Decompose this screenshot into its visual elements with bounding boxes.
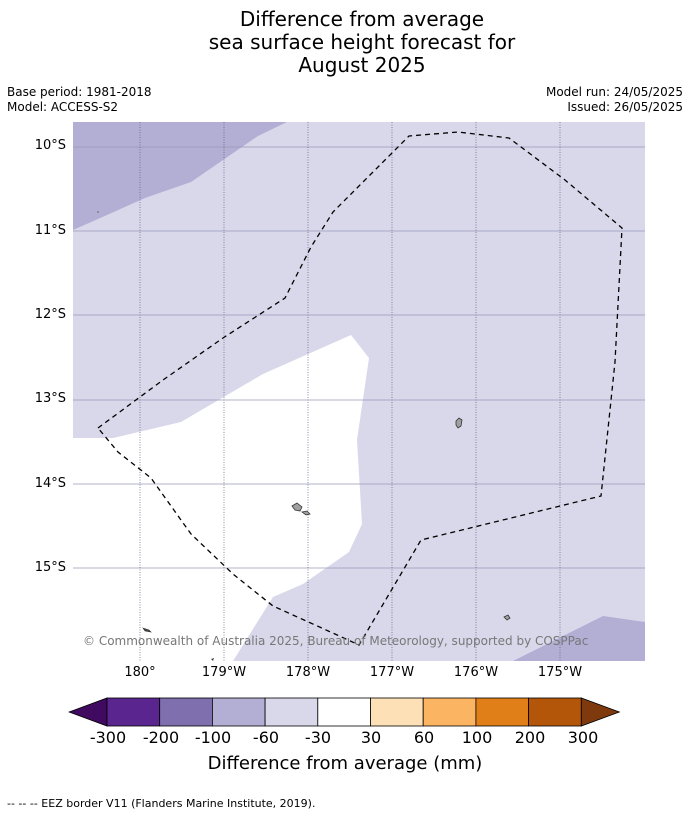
colorbar-segment-2 <box>159 697 213 727</box>
lon-label-177w: 177°W <box>369 665 415 680</box>
colorbar-segment-6 <box>370 697 424 727</box>
colorbar-segment-8 <box>475 697 529 727</box>
colorbar-tick-minus300: -300 <box>89 728 127 747</box>
colorbar-segment-9 <box>528 697 582 727</box>
meta-left: Base period: 1981-2018 Model: ACCESS-S2 <box>7 85 152 115</box>
title-line-3: August 2025 <box>298 53 426 77</box>
island-southeast <box>503 614 511 621</box>
anomaly-band-minus100-minus60-southeast <box>513 616 645 661</box>
island-northwest <box>97 211 99 213</box>
lat-label-11s: 11°S <box>34 223 66 238</box>
copyright-notice: © Commonwealth of Australia 2025, Bureau… <box>83 634 588 648</box>
colorbar-tick-300: 300 <box>567 728 599 747</box>
issued-date: Issued: 26/05/2025 <box>567 100 683 114</box>
lat-label-13s: 13°S <box>34 391 66 406</box>
eez-footnote: -- -- -- EEZ border V11 (Flanders Marine… <box>7 797 316 810</box>
graticule <box>73 122 645 661</box>
island-south-coast <box>211 658 214 661</box>
lon-label-180: 180° <box>124 665 156 680</box>
lat-label-15s: 15°S <box>34 560 66 575</box>
colorbar-tick-30: 30 <box>360 728 382 747</box>
colorbar <box>68 697 621 727</box>
title-line-1: Difference from average <box>239 7 485 31</box>
colorbar-tick-minus60: -60 <box>252 728 280 747</box>
colorbar-tick-200: 200 <box>514 728 546 747</box>
map-panel: © Commonwealth of Australia 2025, Bureau… <box>73 122 645 661</box>
island-alofi <box>301 510 311 516</box>
meta-right: Model run: 24/05/2025 Issued: 26/05/2025 <box>546 85 683 115</box>
lon-label-179w: 179°W <box>201 665 247 680</box>
lon-label-175w: 175°W <box>537 665 583 680</box>
colorbar-title: Difference from average (mm) <box>207 753 483 774</box>
colorbar-segment-4 <box>264 697 319 727</box>
colorbar-tick-minus100: -100 <box>194 728 232 747</box>
colorbar-tick-60: 60 <box>413 728 435 747</box>
colorbar-segment-5 <box>317 697 371 727</box>
base-period: Base period: 1981-2018 <box>7 85 152 99</box>
island-wallis <box>455 417 463 429</box>
lat-label-14s: 14°S <box>34 476 66 491</box>
colorbar-tick-minus200: -200 <box>142 728 180 747</box>
title-line-2: sea surface height forecast for <box>208 30 516 54</box>
colorbar-segment-7 <box>422 697 477 727</box>
colorbar-tick-minus30: -30 <box>304 728 332 747</box>
anomaly-band-minus100-minus60-northwest <box>73 122 287 230</box>
lon-label-176w: 176°W <box>453 665 499 680</box>
lat-label-10s: 10°S <box>34 138 66 153</box>
colorbar-extend-high <box>580 697 621 727</box>
model-run: Model run: 24/05/2025 <box>545 85 683 99</box>
island-southwest <box>142 627 152 633</box>
eez-border <box>97 131 623 646</box>
lat-label-12s: 12°S <box>34 307 66 322</box>
island-futuna <box>291 502 303 512</box>
colorbar-segment-1 <box>106 697 161 727</box>
colorbar-segment-3 <box>211 697 266 727</box>
lon-label-178w: 178°W <box>285 665 331 680</box>
anomaly-band-minus30-30 <box>73 335 369 661</box>
chart-title: Difference from average sea surface heig… <box>0 8 690 77</box>
colorbar-tick-100: 100 <box>461 728 493 747</box>
colorbar-extend-low <box>68 697 108 727</box>
model-name: Model: ACCESS-S2 <box>7 100 119 114</box>
